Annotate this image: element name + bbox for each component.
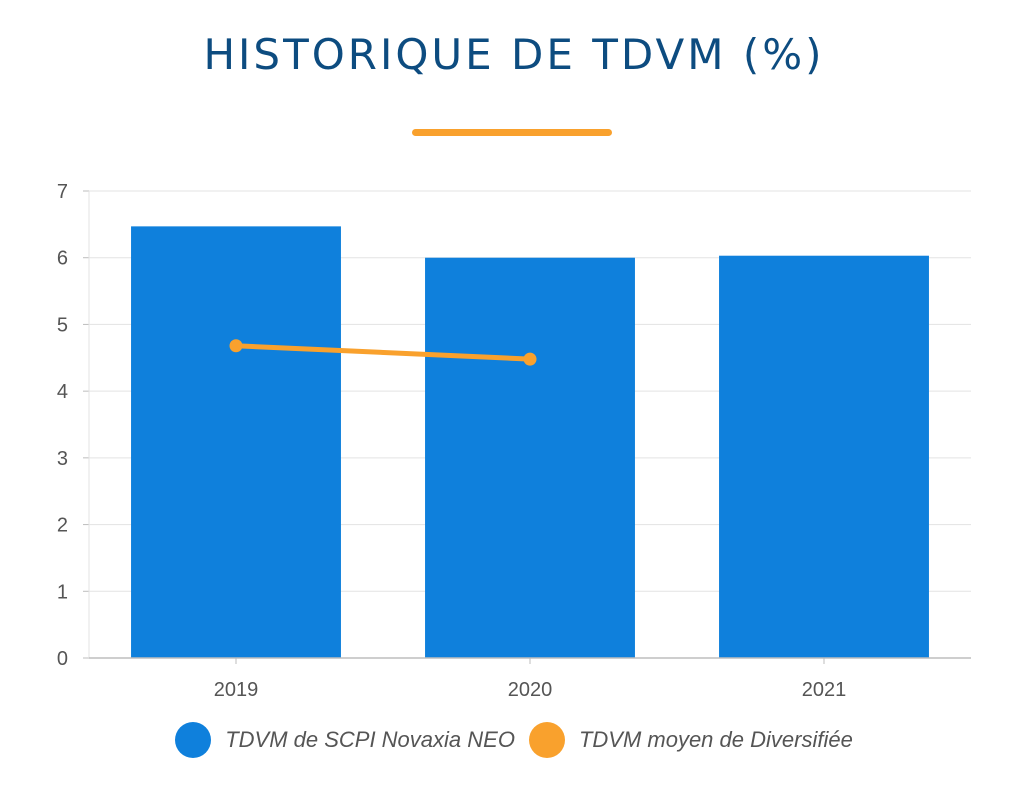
y-tick-label: 0: [57, 648, 68, 670]
y-tick-label: 5: [57, 314, 68, 336]
axes: 0 1 2 3 4 5 6 7 2019 2020 2021: [57, 181, 971, 701]
legend-swatch-scpi: [175, 722, 212, 758]
bars: [131, 226, 929, 658]
title-underline: [412, 129, 612, 136]
average-point: [229, 339, 243, 353]
chart-title: HISTORIQUE DE TDVM (%): [203, 30, 825, 79]
y-tick-label: 4: [57, 381, 68, 403]
bar: [719, 255, 929, 658]
y-tick-label: 6: [57, 248, 68, 270]
legend-label-scpi: TDVM de SCPI Novaxia NEO: [225, 727, 515, 752]
bar: [131, 226, 341, 658]
legend-label-average: TDVM moyen de Diversifiée: [578, 727, 853, 752]
bar: [425, 257, 635, 658]
legend-item-average[interactable]: TDVM moyen de Diversifiée: [528, 722, 853, 758]
chart-plot: 0 1 2 3 4 5 6 7 2019 2020 2021: [57, 181, 971, 701]
legend-item-scpi[interactable]: TDVM de SCPI Novaxia NEO: [175, 722, 515, 758]
x-tick-label: 2020: [508, 679, 553, 701]
y-tick-label: 7: [57, 181, 68, 203]
y-tick-label: 3: [57, 448, 68, 470]
x-tick-label: 2019: [214, 679, 259, 701]
legend: TDVM de SCPI Novaxia NEO TDVM moyen de D…: [0, 722, 1028, 758]
y-tick-label: 2: [57, 515, 68, 537]
x-tick-label: 2021: [802, 679, 847, 701]
legend-swatch-average: [528, 722, 565, 758]
average-point: [523, 352, 537, 366]
average-line-path: [233, 343, 533, 362]
y-tick-label: 1: [57, 581, 68, 603]
average-line: [229, 339, 537, 366]
